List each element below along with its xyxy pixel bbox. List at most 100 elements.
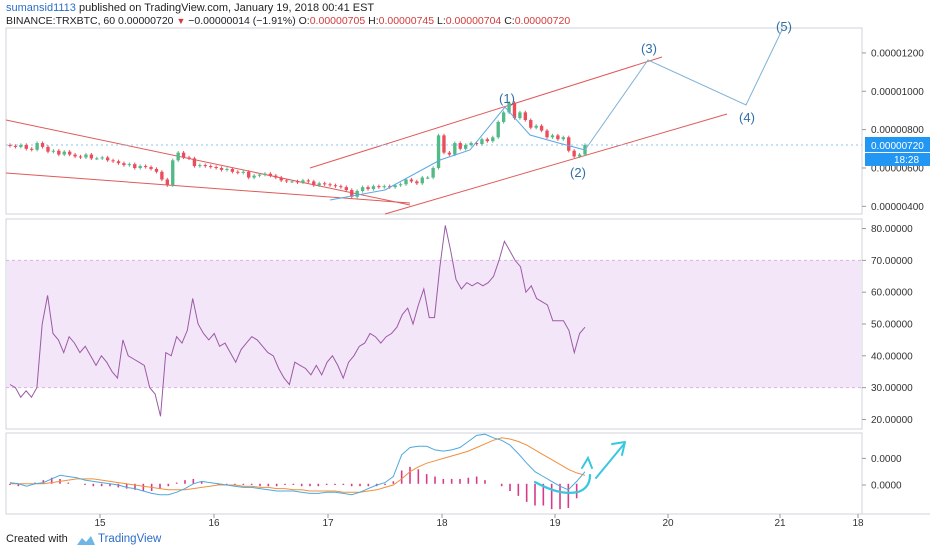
candle-body bbox=[518, 112, 522, 119]
change-value: −0.00000014 (−1.91%) bbox=[188, 15, 296, 27]
candle-body bbox=[67, 151, 72, 155]
time-tick-label: 18 bbox=[852, 518, 864, 529]
candle-body bbox=[149, 167, 153, 169]
candle-body bbox=[485, 139, 490, 142]
candle-body bbox=[89, 154, 94, 159]
wave-label: (5) bbox=[776, 19, 792, 34]
candle-body bbox=[474, 143, 479, 145]
wave-label: (3) bbox=[641, 41, 657, 56]
high-value: 0.00000745 bbox=[378, 15, 435, 27]
candle-body bbox=[209, 166, 213, 168]
candle-body bbox=[78, 156, 83, 158]
candle-body bbox=[507, 102, 511, 113]
symbol-label[interactable]: BINANCE:TRXBTC, 60 bbox=[6, 15, 116, 27]
annotation-arrow-shaft[interactable] bbox=[595, 443, 625, 479]
close-label: C: bbox=[504, 15, 515, 27]
low-label: L: bbox=[437, 15, 446, 27]
wave-label: (1) bbox=[499, 91, 515, 106]
candle-body bbox=[512, 102, 517, 119]
macd-pane-frame bbox=[5, 432, 863, 515]
candle-body bbox=[95, 158, 99, 160]
channel-line-down-upper[interactable] bbox=[5, 119, 411, 206]
tradingview-brand[interactable]: TradingView bbox=[98, 533, 162, 545]
candle-body bbox=[51, 150, 56, 152]
candle-body bbox=[426, 177, 430, 179]
rsi-tick-label: 60.00000 bbox=[871, 288, 913, 299]
macd-tick-label: 0.0000 bbox=[871, 480, 902, 491]
candle-body bbox=[230, 168, 235, 172]
channel-line-down-lower[interactable] bbox=[5, 172, 411, 204]
candle-body bbox=[447, 152, 452, 155]
chart-canvas[interactable]: 0.00001200 0.00001000 0.00000800 0.00000600… bbox=[0, 0, 932, 530]
candle-body bbox=[100, 157, 104, 159]
candle-body bbox=[171, 160, 175, 186]
elliott-path-actual[interactable] bbox=[329, 106, 586, 201]
countdown-tag-label: 18:28 bbox=[894, 155, 919, 166]
author-link[interactable]: sumansid1113 bbox=[6, 2, 76, 14]
candle-body bbox=[203, 165, 207, 167]
candle-body bbox=[111, 160, 115, 162]
candle-body bbox=[333, 185, 338, 187]
price-tick-label: 0.00001200 bbox=[871, 48, 924, 59]
candle-body bbox=[561, 137, 565, 140]
candle-body bbox=[415, 181, 419, 184]
rsi-line bbox=[9, 225, 586, 417]
candle-body bbox=[219, 167, 224, 170]
open-label: O: bbox=[298, 15, 310, 27]
annotation-curve[interactable] bbox=[533, 473, 592, 494]
wave-label: (4) bbox=[739, 110, 755, 125]
channel-line-up-lower[interactable] bbox=[384, 113, 728, 215]
annotation-arrowhead-small[interactable] bbox=[581, 455, 593, 469]
price-pane-frame bbox=[5, 27, 863, 215]
candle-body bbox=[431, 167, 435, 178]
candle-body bbox=[317, 183, 321, 186]
elliott-wave-projection[interactable] bbox=[584, 29, 783, 151]
channel-line-up-upper[interactable] bbox=[309, 56, 663, 169]
candle-body bbox=[133, 164, 137, 168]
footer: Created with TradingView bbox=[0, 530, 932, 550]
candle-body bbox=[154, 168, 159, 172]
candle-body bbox=[366, 187, 370, 190]
price-tag-label: 0.00000720 bbox=[871, 141, 924, 152]
candle-body bbox=[187, 157, 191, 159]
candle-body bbox=[539, 125, 544, 131]
candle-body bbox=[545, 130, 549, 138]
created-with-label: Created with bbox=[6, 533, 68, 545]
time-tick-label: 18 bbox=[436, 518, 448, 529]
candle-body bbox=[181, 152, 186, 158]
time-tick-label: 20 bbox=[662, 518, 674, 529]
candle-body bbox=[388, 186, 392, 188]
candle-body bbox=[225, 168, 229, 170]
candle-body bbox=[263, 173, 267, 175]
candle-body bbox=[436, 135, 441, 168]
wave-label: (2) bbox=[570, 165, 586, 180]
candle-body bbox=[241, 171, 245, 173]
macd-signal-line bbox=[10, 437, 586, 493]
candle-body bbox=[301, 180, 305, 183]
candle-body bbox=[469, 143, 473, 145]
candle-body bbox=[290, 181, 294, 183]
candle-body bbox=[284, 180, 289, 182]
candle-body bbox=[24, 144, 28, 149]
time-tick-label: 15 bbox=[94, 518, 106, 529]
price-tag-box bbox=[865, 136, 930, 152]
candle-body bbox=[322, 183, 327, 185]
time-tick-label: 17 bbox=[322, 518, 334, 529]
annotation-arrowhead[interactable] bbox=[611, 441, 626, 456]
candle-body bbox=[355, 190, 359, 197]
candle-body bbox=[274, 175, 278, 178]
price-tick-label: 0.00001000 bbox=[871, 87, 924, 98]
candle-body bbox=[252, 175, 256, 178]
candle-body bbox=[105, 157, 110, 161]
candle-body bbox=[312, 181, 316, 186]
candle-body bbox=[30, 148, 34, 150]
tradingview-logo-icon bbox=[77, 536, 95, 545]
candle-body bbox=[160, 171, 164, 180]
candle-body bbox=[268, 173, 273, 176]
candle-body bbox=[339, 186, 343, 188]
rsi-band bbox=[7, 260, 861, 388]
close-value: 0.00000720 bbox=[514, 15, 571, 27]
candle-body bbox=[420, 177, 424, 184]
candle-body bbox=[57, 150, 61, 155]
rsi-tick-label: 40.00000 bbox=[871, 351, 913, 362]
